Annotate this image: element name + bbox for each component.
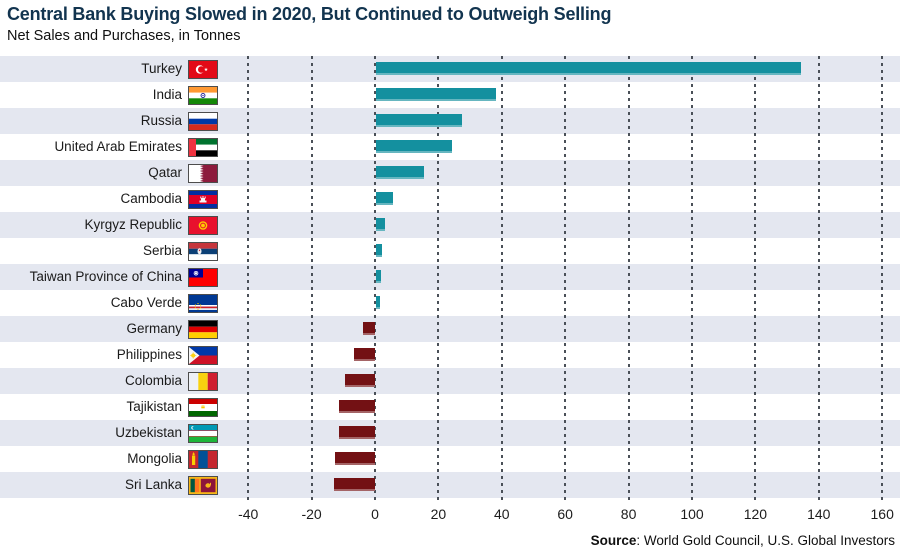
x-tick-label-60: 60 <box>557 506 573 522</box>
philippines-flag-icon <box>188 346 218 365</box>
bar-serbia <box>376 244 383 257</box>
row-india: India <box>0 82 900 108</box>
uae-flag-icon <box>188 138 218 157</box>
source-note: Source: World Gold Council, U.S. Global … <box>591 533 895 548</box>
colombia-flag-icon <box>188 372 218 391</box>
bar-cambodia <box>376 192 393 205</box>
mongolia-flag-icon <box>188 450 218 469</box>
source-text: : World Gold Council, U.S. Global Invest… <box>636 533 895 548</box>
germany-flag-icon <box>188 320 218 339</box>
country-label-kyrgyz-republic: Kyrgyz Republic <box>84 217 182 232</box>
row-uzbekistan: Uzbekistan <box>0 420 900 446</box>
bar-taiwan-province-of-china <box>376 270 382 283</box>
india-flag-icon <box>188 86 218 105</box>
bar-kyrgyz-republic <box>376 218 385 231</box>
bar-cabo-verde <box>376 296 380 309</box>
cabo-verde-flag-icon <box>188 294 218 313</box>
country-label-cabo-verde: Cabo Verde <box>110 295 182 310</box>
bar-united-arab-emirates <box>376 140 453 153</box>
x-tick-label-40: 40 <box>494 506 510 522</box>
row-philippines: Philippines <box>0 342 900 368</box>
chart-title: Central Bank Buying Slowed in 2020, But … <box>7 4 612 24</box>
row-colombia: Colombia <box>0 368 900 394</box>
x-tick-label-20: 20 <box>430 506 447 522</box>
country-label-taiwan-province-of-china: Taiwan Province of China <box>29 269 182 284</box>
bar-india <box>376 88 497 101</box>
taiwan-flag-icon <box>188 268 218 287</box>
turkey-flag-icon <box>188 60 218 79</box>
bar-turkey <box>376 62 801 75</box>
row-taiwan-province-of-china: Taiwan Province of China <box>0 264 900 290</box>
country-label-sri-lanka: Sri Lanka <box>124 477 182 492</box>
country-label-united-arab-emirates: United Arab Emirates <box>54 139 182 154</box>
bar-qatar <box>376 166 424 179</box>
bar-colombia <box>345 374 375 387</box>
row-united-arab-emirates: United Arab Emirates <box>0 134 900 160</box>
uzbekistan-flag-icon <box>188 424 218 443</box>
country-label-serbia: Serbia <box>142 243 182 258</box>
bar-sri-lanka <box>334 478 375 491</box>
country-label-cambodia: Cambodia <box>120 191 182 206</box>
row-cambodia: Cambodia <box>0 186 900 212</box>
bar-philippines <box>354 348 375 361</box>
country-label-india: India <box>152 87 182 102</box>
x-tick-label-160: 160 <box>870 506 894 522</box>
country-label-turkey: Turkey <box>141 61 182 76</box>
x-tick-label--40: -40 <box>238 506 259 522</box>
sri-lanka-flag-icon <box>188 476 218 495</box>
row-cabo-verde: Cabo Verde <box>0 290 900 316</box>
source-label: Source <box>590 533 637 548</box>
row-stripes: Turkey India Russia United Arab Emirates <box>0 56 900 498</box>
x-tick-label-100: 100 <box>680 506 704 522</box>
country-label-tajikistan: Tajikistan <box>126 399 182 414</box>
cambodia-flag-icon <box>188 190 218 209</box>
country-label-russia: Russia <box>140 113 182 128</box>
x-tick-label-140: 140 <box>807 506 831 522</box>
country-label-uzbekistan: Uzbekistan <box>115 425 182 440</box>
row-kyrgyz-republic: Kyrgyz Republic <box>0 212 900 238</box>
x-axis: -40 -20 0 20 40 60 80 100 120 140 160 <box>0 506 900 526</box>
bars <box>0 56 900 498</box>
row-tajikistan: Tajikistan <box>0 394 900 420</box>
tajikistan-flag-icon <box>188 398 218 417</box>
bar-russia <box>376 114 462 127</box>
country-label-mongolia: Mongolia <box>127 451 182 466</box>
x-tick-label-0: 0 <box>371 506 379 522</box>
row-qatar: Qatar <box>0 160 900 186</box>
kyrgyz-republic-flag-icon <box>188 216 218 235</box>
row-germany: Germany <box>0 316 900 342</box>
bar-tajikistan <box>339 400 375 413</box>
row-sri-lanka: Sri Lanka <box>0 472 900 498</box>
bar-germany <box>362 322 375 335</box>
x-tick-label-120: 120 <box>743 506 768 522</box>
russia-flag-icon <box>188 112 218 131</box>
country-label-qatar: Qatar <box>148 165 182 180</box>
row-mongolia: Mongolia <box>0 446 900 472</box>
bar-mongolia <box>335 452 375 465</box>
serbia-flag-icon <box>188 242 218 261</box>
country-label-philippines: Philippines <box>116 347 182 362</box>
qatar-flag-icon <box>188 164 218 183</box>
country-label-colombia: Colombia <box>124 373 182 388</box>
chart-subtitle: Net Sales and Purchases, in Tonnes <box>7 28 241 44</box>
x-tick-label-80: 80 <box>620 506 637 522</box>
row-serbia: Serbia <box>0 238 900 264</box>
bar-uzbekistan <box>338 426 375 439</box>
x-tick-label--20: -20 <box>301 506 322 522</box>
country-label-germany: Germany <box>126 321 182 336</box>
